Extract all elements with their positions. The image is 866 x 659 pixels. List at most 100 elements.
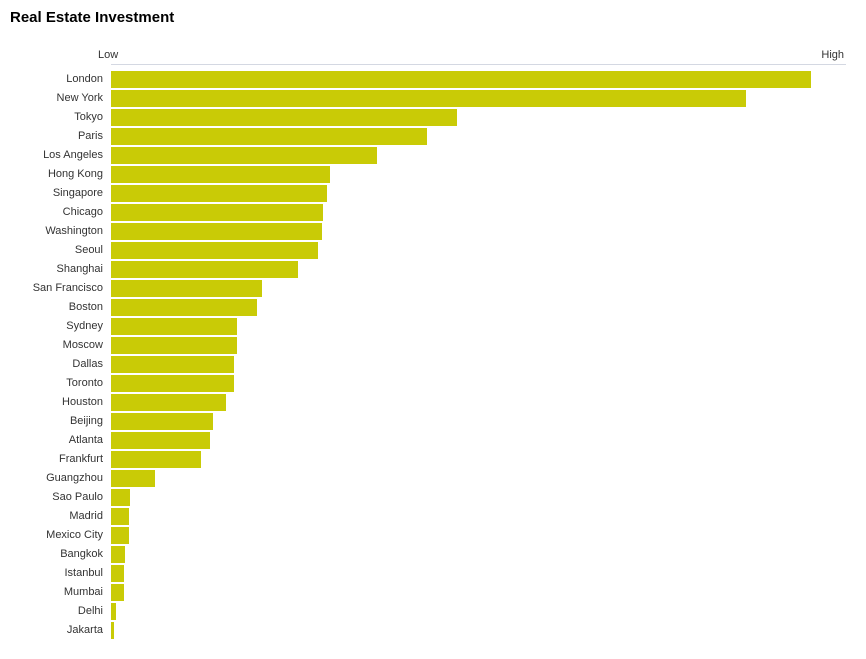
bar	[111, 71, 811, 88]
bar-label: London	[66, 73, 103, 85]
bar	[111, 90, 747, 107]
bar-row: Frankfurt	[0, 450, 866, 469]
bar-label: Seoul	[74, 244, 103, 256]
bar-track	[111, 317, 846, 336]
bar-row: Madrid	[0, 507, 866, 526]
bar-track	[111, 222, 846, 241]
bar-label: Jakarta	[66, 624, 103, 636]
bar-row: Los Angeles	[0, 146, 866, 165]
bar	[111, 166, 331, 183]
x-axis-high-label: High	[821, 49, 844, 61]
bar-row: Singapore	[0, 184, 866, 203]
bar-row: Mexico City	[0, 526, 866, 545]
real-estate-investment-chart-page: { "title": "Real Estate Investment", "ax…	[0, 9, 866, 659]
bar-chart: London New York Tokyo Paris Los Angeles …	[0, 70, 866, 640]
bar	[111, 337, 237, 354]
bar	[111, 603, 117, 620]
bar-label: Beijing	[69, 415, 103, 427]
bar	[111, 489, 131, 506]
bar-label: Dallas	[72, 358, 103, 370]
bar	[111, 261, 298, 278]
bar-track	[111, 298, 846, 317]
bar	[111, 622, 114, 639]
bar-row: Hong Kong	[0, 165, 866, 184]
bar-track	[111, 241, 846, 260]
bar-track	[111, 488, 846, 507]
bar-label: Frankfurt	[58, 453, 103, 465]
bar-label: Chicago	[62, 206, 103, 218]
bar-row: Boston	[0, 298, 866, 317]
bar-row: Beijing	[0, 412, 866, 431]
bar-track	[111, 203, 846, 222]
bar-label: Atlanta	[68, 434, 103, 446]
bar-track	[111, 431, 846, 450]
bar-label: Boston	[68, 301, 103, 313]
bar-track	[111, 545, 846, 564]
bar-row: Guangzhou	[0, 469, 866, 488]
bar	[111, 223, 322, 240]
bar-track	[111, 412, 846, 431]
bar-row: Sydney	[0, 317, 866, 336]
bar-track	[111, 393, 846, 412]
bar-row: Moscow	[0, 336, 866, 355]
bar	[111, 432, 211, 449]
bar	[111, 318, 238, 335]
bar-label: Guangzhou	[46, 472, 103, 484]
bar	[111, 546, 125, 563]
bar-track	[111, 279, 846, 298]
x-axis-low-label: Low	[98, 49, 119, 61]
bar	[111, 451, 201, 468]
bar-track	[111, 526, 846, 545]
bar-label: Los Angeles	[43, 149, 103, 161]
bar	[111, 204, 323, 221]
bar-row: Tokyo	[0, 108, 866, 127]
bar	[111, 147, 378, 164]
bar-track	[111, 621, 846, 640]
bar-row: Houston	[0, 393, 866, 412]
bar-row: Bangkok	[0, 545, 866, 564]
bar-row: Atlanta	[0, 431, 866, 450]
bar-label: Paris	[77, 130, 103, 142]
bar-label: Sydney	[66, 320, 103, 332]
bar-row: Jakarta	[0, 621, 866, 640]
bar-track	[111, 184, 846, 203]
bar	[111, 375, 234, 392]
bar-track	[111, 89, 846, 108]
bar-row: Sao Paulo	[0, 488, 866, 507]
bar-track	[111, 602, 846, 621]
bar-row: Shanghai	[0, 260, 866, 279]
bar	[111, 565, 125, 582]
bar-row: Toronto	[0, 374, 866, 393]
bar-row: Istanbul	[0, 564, 866, 583]
bar-label: Mumbai	[63, 586, 103, 598]
x-axis: Low High	[98, 47, 846, 65]
bar	[111, 109, 458, 126]
bar-label: Hong Kong	[47, 168, 103, 180]
bar-track	[111, 564, 846, 583]
bar-label: Istanbul	[64, 567, 103, 579]
bar	[111, 242, 318, 259]
bar-track	[111, 355, 846, 374]
bar	[111, 470, 156, 487]
bar-label: Delhi	[77, 605, 103, 617]
bar-label: Shanghai	[56, 263, 104, 275]
bar-row: Seoul	[0, 241, 866, 260]
bar-track	[111, 146, 846, 165]
bar-track	[111, 260, 846, 279]
bar-row: Mumbai	[0, 583, 866, 602]
bar-track	[111, 70, 846, 89]
bar-label: Madrid	[69, 510, 103, 522]
bar	[111, 299, 257, 316]
bar-track	[111, 583, 846, 602]
bar	[111, 185, 328, 202]
bar-row: Paris	[0, 127, 866, 146]
bar-label: Bangkok	[60, 548, 103, 560]
bar-row: Chicago	[0, 203, 866, 222]
bar-label: Tokyo	[74, 111, 103, 123]
page-title: Real Estate Investment	[10, 9, 175, 26]
bar	[111, 413, 214, 430]
bar-row: Delhi	[0, 602, 866, 621]
bar	[111, 280, 262, 297]
bar	[111, 527, 130, 544]
bar-label: Mexico City	[46, 529, 103, 541]
